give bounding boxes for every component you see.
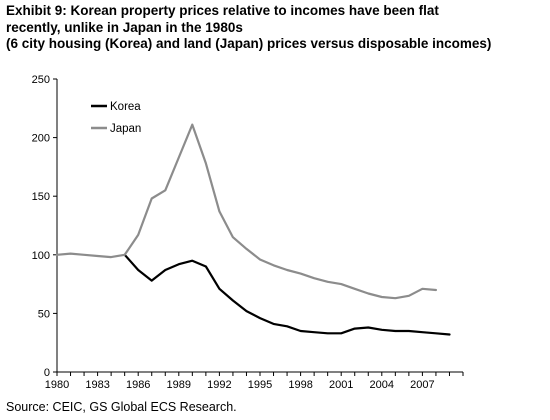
y-tick-label: 0: [44, 367, 50, 379]
title-line-3: (6 city housing (Korea) and land (Japan)…: [6, 36, 492, 51]
x-tick-label: 1995: [248, 379, 272, 391]
series-line-korea: [123, 253, 451, 336]
x-tick-label: 1986: [126, 379, 150, 391]
x-tick-label: 1998: [288, 379, 312, 391]
chart-axes: 0 50 100 150 200 250 1980 1983 1986 1989 1992 1995 1…: [32, 74, 464, 391]
y-tick-label: 100: [32, 250, 50, 262]
y-tick-label: 50: [38, 308, 50, 320]
title-line-2: recently, unlike in Japan in the 1980s: [6, 19, 243, 35]
title-line-1: Exhibit 9: Korean property prices relati…: [6, 3, 439, 18]
legend: Korea Japan: [91, 101, 141, 135]
x-tick-label: 2001: [329, 379, 353, 391]
y-tick-label: 250: [32, 74, 50, 86]
x-tick-label: 1992: [207, 379, 231, 391]
x-tick-label: 2004: [370, 379, 394, 391]
legend-label-japan: Japan: [110, 123, 141, 135]
y-tick-label: 150: [32, 191, 50, 203]
x-tick-label: 2007: [410, 379, 434, 391]
x-tick-label: 1989: [167, 379, 191, 391]
x-tick-label: 1980: [45, 379, 69, 391]
legend-label-korea: Korea: [110, 101, 141, 113]
series-lines: [55, 123, 451, 336]
series-line-japan: [55, 123, 437, 300]
chart-title: Exhibit 9: Korean property prices relati…: [6, 3, 546, 53]
x-tick-label: 1983: [85, 379, 109, 391]
y-tick-label: 200: [32, 133, 50, 145]
source-note: Source: CEIC, GS Global ECS Research.: [6, 400, 237, 414]
